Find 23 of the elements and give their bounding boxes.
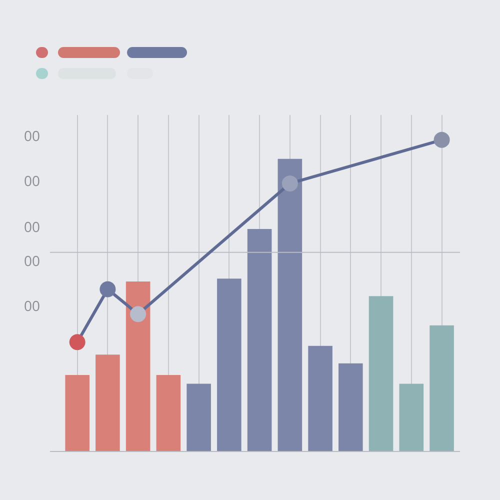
text: 00 bbox=[24, 218, 40, 237]
text: 00 bbox=[24, 252, 40, 271]
point bbox=[69, 334, 86, 350]
point bbox=[100, 281, 116, 298]
bar bbox=[338, 363, 363, 451]
bar bbox=[247, 228, 272, 451]
bar bbox=[96, 354, 120, 451]
bar bbox=[308, 346, 332, 451]
text: 00 bbox=[24, 172, 40, 191]
point bbox=[434, 132, 450, 148]
point bbox=[282, 175, 298, 192]
bar bbox=[217, 278, 242, 451]
bar bbox=[430, 325, 454, 451]
bar bbox=[368, 296, 394, 451]
bar bbox=[65, 375, 90, 451]
bar bbox=[126, 282, 150, 451]
bar bbox=[278, 158, 302, 451]
bar bbox=[186, 384, 211, 451]
bar bbox=[156, 375, 181, 451]
bar bbox=[399, 384, 424, 451]
text: 00 bbox=[24, 297, 40, 316]
point bbox=[130, 306, 146, 322]
text: 00 bbox=[24, 127, 40, 146]
